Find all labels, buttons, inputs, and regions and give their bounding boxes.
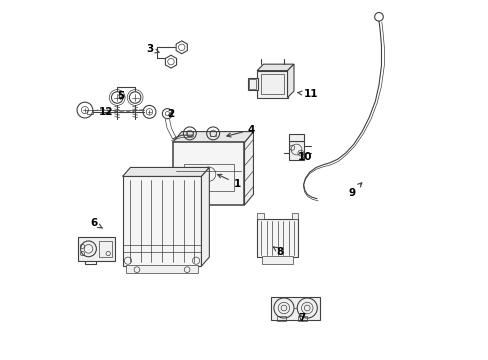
Text: 5: 5 xyxy=(117,91,124,101)
Bar xyxy=(247,78,257,90)
Bar xyxy=(257,213,263,220)
Bar xyxy=(289,140,304,160)
Text: 4: 4 xyxy=(226,125,255,137)
Bar xyxy=(78,237,115,261)
Bar xyxy=(126,265,198,273)
Polygon shape xyxy=(122,167,209,176)
Text: 10: 10 xyxy=(298,152,312,162)
Text: 12: 12 xyxy=(99,107,113,117)
Bar xyxy=(186,131,192,136)
Polygon shape xyxy=(287,64,293,98)
Bar xyxy=(271,297,319,320)
Bar xyxy=(260,74,284,94)
Bar xyxy=(87,110,93,114)
Bar xyxy=(297,316,306,320)
Text: 1: 1 xyxy=(217,174,241,189)
Text: 2: 2 xyxy=(167,109,174,119)
Bar xyxy=(289,134,304,140)
Polygon shape xyxy=(244,132,253,205)
Bar xyxy=(257,220,298,257)
Bar xyxy=(262,256,292,264)
Bar xyxy=(99,241,112,257)
Text: 8: 8 xyxy=(273,247,284,257)
Bar xyxy=(257,71,287,98)
Text: 9: 9 xyxy=(348,183,361,198)
Text: 3: 3 xyxy=(145,44,159,54)
Bar xyxy=(210,131,216,136)
Polygon shape xyxy=(201,167,209,266)
Bar xyxy=(276,316,285,320)
Bar xyxy=(291,213,298,220)
Bar xyxy=(172,142,244,205)
Bar xyxy=(249,79,255,89)
Text: 6: 6 xyxy=(90,218,102,228)
Bar xyxy=(122,176,201,266)
Text: 11: 11 xyxy=(297,89,317,99)
Text: 7: 7 xyxy=(298,313,305,323)
Polygon shape xyxy=(257,64,293,71)
Bar xyxy=(183,165,233,191)
Polygon shape xyxy=(172,132,253,142)
